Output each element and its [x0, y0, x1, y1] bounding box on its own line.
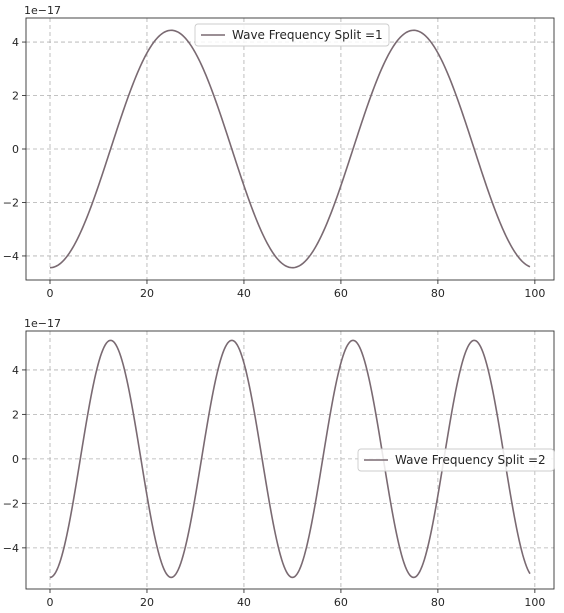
x-tick-label: 60 [334, 287, 348, 300]
y-tick-label: 4 [12, 364, 19, 377]
y-tick-label: −4 [3, 542, 19, 555]
x-tick-label: 100 [524, 287, 545, 300]
y-tick-label: −4 [3, 250, 19, 263]
y-tick-label: −2 [3, 497, 19, 510]
y-tick-label: 2 [12, 90, 19, 103]
y-tick-label: −2 [3, 196, 19, 209]
y-tick-label: 2 [12, 408, 19, 421]
y-offset-label: 1e−17 [24, 317, 61, 330]
x-tick-label: 0 [47, 596, 54, 609]
y-offset-label: 1e−17 [24, 4, 61, 17]
legend: Wave Frequency Split =2 [357, 448, 555, 472]
series-line-1 [49, 339, 531, 579]
legend-label: Wave Frequency Split =1 [232, 28, 383, 42]
legend-box [194, 23, 390, 47]
x-tick-label: 100 [524, 596, 545, 609]
subplot-top: 0 20 40 60 80 100 −4 −2 0 2 4 1e−17 Wave Frequency S… [3, 4, 555, 300]
y-tick-label: 4 [12, 36, 19, 49]
legend-box [357, 448, 555, 472]
subplot-bottom: 0 20 40 60 80 100 −4 −2 0 2 4 1e−17 Wave Frequency S… [3, 317, 555, 609]
x-tick-label: 20 [140, 596, 154, 609]
x-tick-label: 0 [47, 287, 54, 300]
y-tick-label: 0 [12, 143, 19, 156]
legend-label: Wave Frequency Split =2 [395, 453, 546, 467]
x-tick-label: 60 [334, 596, 348, 609]
x-tick-label: 20 [140, 287, 154, 300]
legend: Wave Frequency Split =1 [194, 23, 390, 47]
x-tick-label: 80 [431, 287, 445, 300]
series-line-1 [49, 29, 531, 269]
x-tick-label: 40 [237, 287, 251, 300]
y-tick-label: 0 [12, 453, 19, 466]
x-tick-label: 40 [237, 596, 251, 609]
x-tick-label: 80 [431, 596, 445, 609]
